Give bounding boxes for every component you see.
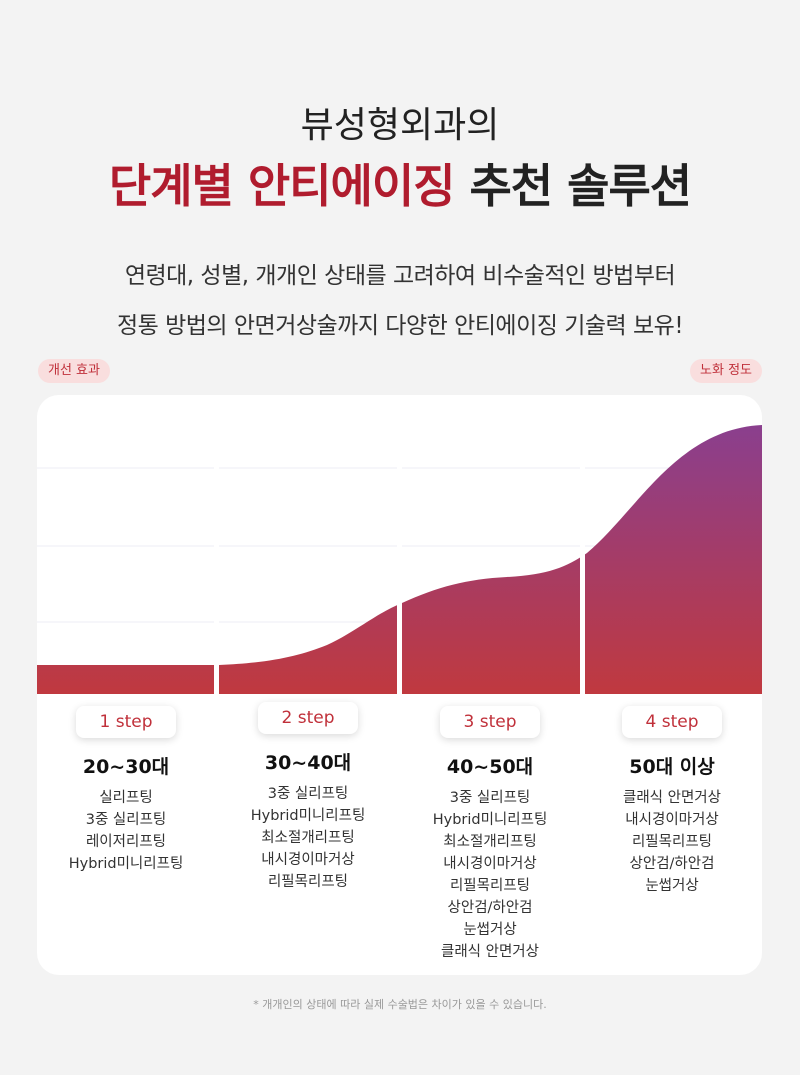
footnote: * 개개인의 상태에 따라 실제 수술법은 차이가 있을 수 있습니다. <box>253 998 547 1011</box>
step-item: 내시경이마거상 <box>625 812 719 828</box>
step-item: 3중 실리프팅 <box>267 786 349 802</box>
title-highlight: 단계별 안티에이징 <box>108 159 456 213</box>
title: 단계별 안티에이징 추천 솔루션 <box>0 150 800 216</box>
step-item: 클래식 안면거상 <box>623 790 721 806</box>
step-label: 3 step <box>440 706 540 738</box>
step-item: 레이저리프팅 <box>85 834 167 850</box>
axis-label: 노화 정도 <box>690 359 762 383</box>
intro-line: 연령대, 성별, 개개인 상태를 고려하여 비수술적인 방법부터 <box>124 263 676 289</box>
step-item: 리필목리프팅 <box>631 834 713 850</box>
step-item: 3중 실리프팅 <box>449 790 531 806</box>
intro-line: 정통 방법의 안면거상술까지 다양한 안티에이징 기술력 보유! <box>116 313 684 339</box>
step-item: 리필목리프팅 <box>267 874 349 890</box>
step-item: 내시경이마거상 <box>443 856 537 872</box>
step-item: 3중 실리프팅 <box>85 812 167 828</box>
step-label: 1 step <box>76 706 176 738</box>
step-item: Hybrid미니리프팅 <box>432 812 548 828</box>
axis-label: 개선 효과 <box>38 359 110 383</box>
step-item: Hybrid미니리프팅 <box>68 856 184 872</box>
subtitle: 뷰성형외과의 <box>300 105 500 146</box>
step-item: 최소절개리프팅 <box>261 830 355 846</box>
divider <box>397 395 402 695</box>
step-item: 상안검/하안검 <box>447 900 533 916</box>
step-age: 30~40대 <box>264 752 352 774</box>
step-item: 눈썹거상 <box>645 878 699 894</box>
step-label: 4 step <box>622 706 722 738</box>
step-age: 50대 이상 <box>629 756 715 778</box>
step-age: 40~50대 <box>446 756 534 778</box>
step-item: 상안검/하안검 <box>629 856 715 872</box>
curve <box>37 395 762 695</box>
divider <box>580 395 585 695</box>
title-rest: 추천 솔루션 <box>469 159 692 213</box>
step-item: 내시경이마거상 <box>261 852 355 868</box>
step-item: Hybrid미니리프팅 <box>250 808 366 824</box>
step-label: 2 step <box>258 702 358 734</box>
step-item: 클래식 안면거상 <box>441 944 539 960</box>
step-item: 실리프팅 <box>99 790 153 806</box>
divider <box>214 395 219 695</box>
step-item: 리필목리프팅 <box>449 878 531 894</box>
step-age: 20~30대 <box>82 756 170 778</box>
step-item: 최소절개리프팅 <box>443 834 537 850</box>
step-item: 눈썹거상 <box>463 922 517 938</box>
